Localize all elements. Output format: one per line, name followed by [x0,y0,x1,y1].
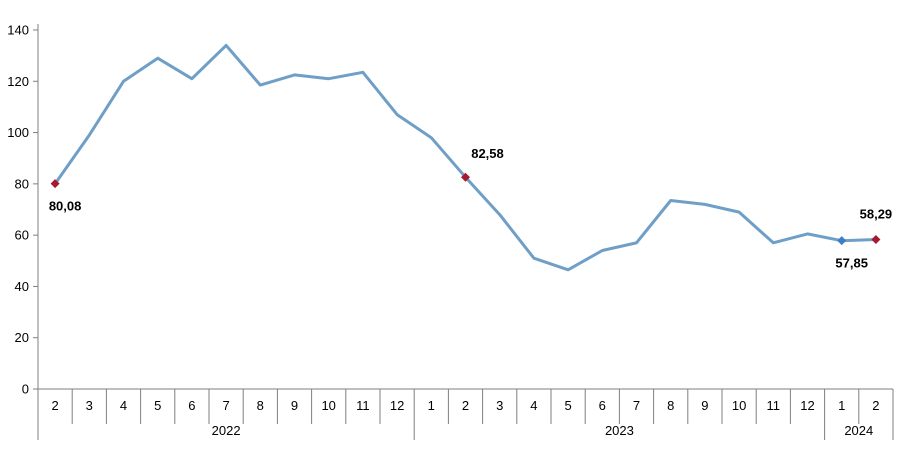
y-tick-label: 0 [22,382,29,397]
data-label: 82,58 [471,146,504,161]
x-month-label: 9 [291,398,298,413]
y-tick-label: 40 [15,279,29,294]
x-year-label: 2023 [605,423,634,438]
x-month-label: 11 [356,398,370,413]
y-tick-label: 80 [15,176,29,191]
data-label: 57,85 [835,256,868,271]
x-month-label: 2 [872,398,879,413]
x-month-label: 12 [390,398,404,413]
x-month-label: 8 [667,398,674,413]
x-month-label: 10 [732,398,746,413]
data-point-marker [837,236,847,246]
x-month-label: 9 [701,398,708,413]
marker-layer: 80,08 82,58 57,85 58,29 [49,146,892,270]
data-point-marker [50,179,60,189]
data-label: 58,29 [860,207,893,222]
x-month-label: 8 [257,398,264,413]
series-layer [53,43,878,272]
x-month-label: 6 [599,398,606,413]
x-month-label: 1 [838,398,845,413]
data-point-marker [461,172,470,182]
x-month-label: 5 [564,398,571,413]
data-label: 80,08 [49,199,82,214]
x-month-label: 7 [222,398,229,413]
x-month-label: 1 [428,398,435,413]
x-month-label: 3 [86,398,93,413]
x-month-label: 5 [154,398,161,413]
x-year-label: 2022 [212,423,241,438]
y-tick-label: 60 [15,228,29,243]
x-month-label: 12 [800,398,814,413]
y-tick-label: 140 [7,23,29,38]
x-month-label: 7 [633,398,640,413]
y-tick-label: 20 [15,330,29,345]
x-month-label: 4 [530,398,537,413]
series-line [53,43,878,272]
y-tick-label: 120 [7,74,29,89]
x-month-label: 3 [496,398,503,413]
x-month-label: 11 [767,398,781,413]
x-month-label: 10 [321,398,335,413]
x-month-label: 2 [462,398,469,413]
x-month-label: 4 [120,398,127,413]
y-axis: 0 20 40 60 80 100 120 140 [7,23,39,397]
x-month-label: 2 [51,398,58,413]
x-year-label: 2024 [844,423,873,438]
data-point-marker [871,235,881,245]
x-month-label: 6 [188,398,195,413]
y-tick-label: 100 [7,125,29,140]
